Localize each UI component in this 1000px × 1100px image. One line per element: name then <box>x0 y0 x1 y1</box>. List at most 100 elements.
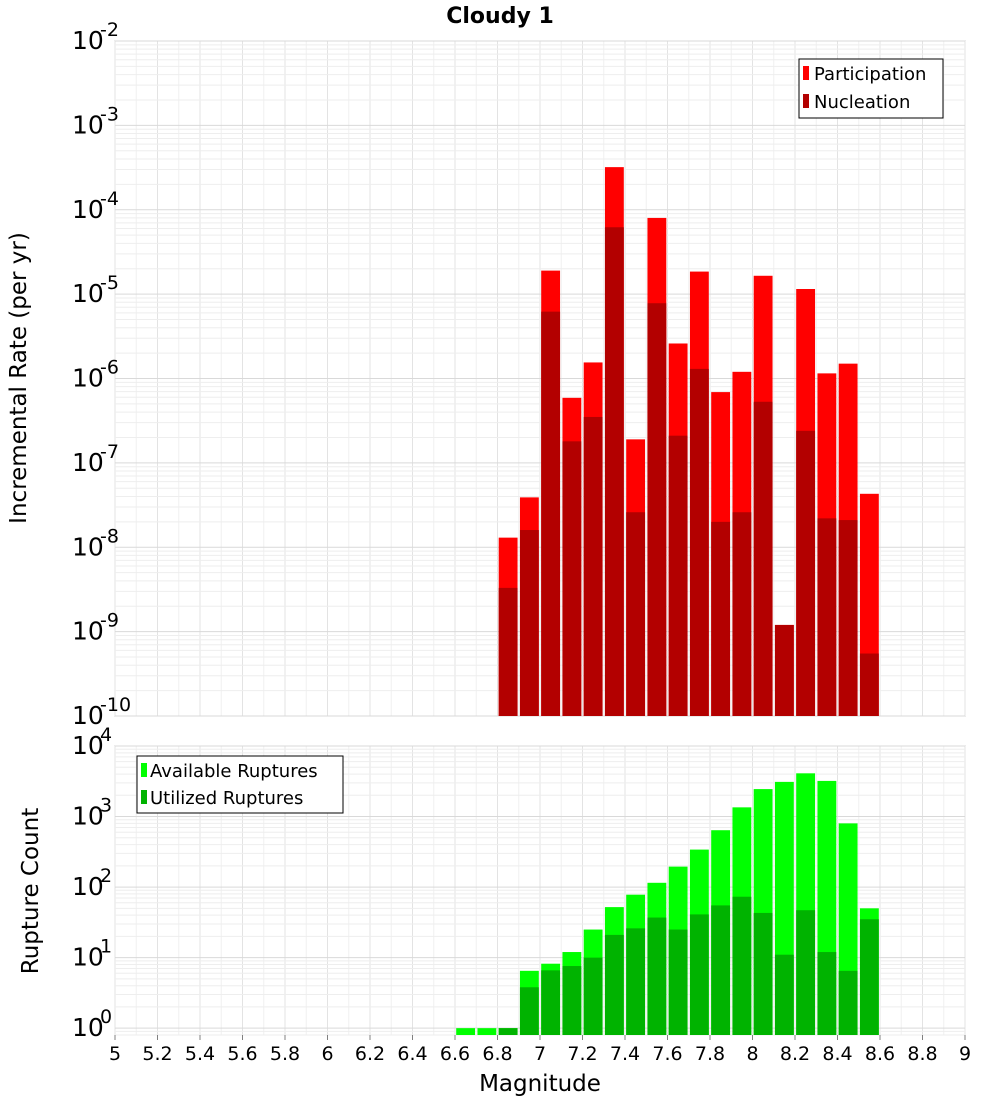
bottom-y-tick-label: 10 <box>72 943 104 972</box>
top-y-tick-exponent: -10 <box>100 694 131 716</box>
utilized-bar <box>626 928 646 1035</box>
bottom-legend: Available Ruptures Utilized Ruptures <box>136 755 344 814</box>
bottom-y-tick-exponent: 2 <box>100 865 112 887</box>
nucleation-bar <box>711 521 731 716</box>
nucleation-bar <box>562 441 582 716</box>
top-y-axis-label: Incremental Rate (per yr) <box>6 232 32 524</box>
utilized-legend-label: Utilized Ruptures <box>150 788 303 809</box>
utilized-bar <box>541 970 561 1035</box>
top-y-tick-exponent: -6 <box>100 357 119 379</box>
top-y-tick-label: 10 <box>72 532 104 561</box>
nucleation-bar <box>604 227 624 716</box>
top-y-tick-label: 10 <box>72 617 104 646</box>
top-y-tick-exponent: -7 <box>100 441 119 463</box>
bottom-y-tick-exponent: 4 <box>100 724 112 746</box>
utilized-bar <box>732 896 752 1035</box>
top-y-tick-label: 10 <box>72 448 104 477</box>
top-bars <box>498 167 879 716</box>
bottom-y-tick-exponent: 1 <box>100 936 112 958</box>
x-tick-label: 8 <box>746 1043 758 1065</box>
x-tick-label: 8.2 <box>780 1043 810 1065</box>
bottom-bars <box>456 773 879 1035</box>
x-tick-label: 7.8 <box>695 1043 725 1065</box>
bottom-y-axis-label: Rupture Count <box>18 808 44 974</box>
x-axis-ticks: 5 5.2 5.4 5.6 5.8 6 6.2 6.4 6.6 6.8 7 7.2 7.4 7.6 7.8 8… <box>109 1035 971 1065</box>
nucleation-bar <box>859 653 879 716</box>
x-tick-label: 6.6 <box>440 1043 470 1065</box>
nucleation-bar <box>626 512 646 716</box>
x-tick-label: 8.4 <box>822 1043 852 1065</box>
utilized-legend-swatch <box>141 790 147 804</box>
top-y-tick-label: 10 <box>72 195 104 224</box>
nucleation-bar <box>838 520 858 716</box>
top-legend: Participation Nucleation <box>798 58 944 119</box>
participation-legend-label: Participation <box>814 64 926 85</box>
bottom-y-tick-exponent: 3 <box>100 795 112 817</box>
nucleation-bar <box>498 587 518 716</box>
nucleation-bar <box>774 624 794 716</box>
x-tick-label: 7.6 <box>652 1043 682 1065</box>
bottom-y-tick-exponent: 0 <box>100 1006 112 1028</box>
bottom-y-tick-label: 10 <box>72 1013 104 1042</box>
chart-title: Cloudy 1 <box>446 4 554 29</box>
bottom-y-tick-label: 10 <box>72 872 104 901</box>
x-tick-label: 7.2 <box>567 1043 597 1065</box>
nucleation-bar <box>541 311 561 716</box>
top-y-tick-exponent: -5 <box>100 272 119 294</box>
utilized-bar <box>647 917 667 1035</box>
utilized-bar <box>753 912 773 1035</box>
x-tick-label: 9 <box>959 1043 971 1065</box>
utilized-bar <box>774 954 794 1035</box>
top-legend-box <box>798 58 944 119</box>
available-bar <box>456 1028 476 1035</box>
participation-legend-swatch <box>803 66 809 80</box>
x-tick-label: 8.8 <box>907 1043 937 1065</box>
x-axis-label: Magnitude <box>479 1071 601 1097</box>
utilized-bar <box>519 987 539 1035</box>
utilized-bar <box>711 905 731 1035</box>
utilized-bar <box>498 1028 518 1035</box>
nucleation-bar <box>689 368 709 716</box>
utilized-bar <box>583 957 603 1035</box>
top-y-tick-label: 10 <box>72 26 104 55</box>
top-y-tick-exponent: -8 <box>100 525 119 547</box>
top-gridlines <box>114 40 966 717</box>
utilized-bar <box>689 914 709 1035</box>
available-legend-swatch <box>141 763 147 777</box>
x-tick-label: 6 <box>321 1043 333 1065</box>
available-legend-label: Available Ruptures <box>150 761 318 782</box>
nucleation-bar <box>817 518 837 716</box>
utilized-bar <box>796 910 816 1035</box>
utilized-bar <box>817 952 837 1035</box>
utilized-bar <box>562 966 582 1035</box>
x-tick-label: 6.4 <box>397 1043 427 1065</box>
x-tick-label: 5.8 <box>270 1043 300 1065</box>
x-tick-label: 5.6 <box>227 1043 257 1065</box>
x-tick-label: 5 <box>109 1043 121 1065</box>
top-y-tick-label: 10 <box>72 701 104 730</box>
utilized-bar <box>859 919 879 1035</box>
top-y-tick-exponent: -4 <box>100 188 119 210</box>
x-tick-label: 5.2 <box>142 1043 172 1065</box>
nucleation-bar <box>583 416 603 716</box>
top-y-tick-exponent: -3 <box>100 103 119 125</box>
nucleation-bar <box>732 512 752 716</box>
x-tick-label: 7 <box>534 1043 546 1065</box>
nucleation-bar <box>668 435 688 716</box>
nucleation-bar <box>647 303 667 716</box>
x-tick-label: 8.6 <box>865 1043 895 1065</box>
available-bar <box>477 1028 497 1035</box>
x-tick-label: 7.4 <box>610 1043 640 1065</box>
bottom-legend-box <box>136 755 344 814</box>
utilized-bar <box>838 970 858 1035</box>
top-y-tick-exponent: -2 <box>100 19 119 41</box>
top-y-tick-label: 10 <box>72 364 104 393</box>
bottom-y-tick-label: 10 <box>72 802 104 831</box>
bottom-y-tick-label: 10 <box>72 731 104 760</box>
